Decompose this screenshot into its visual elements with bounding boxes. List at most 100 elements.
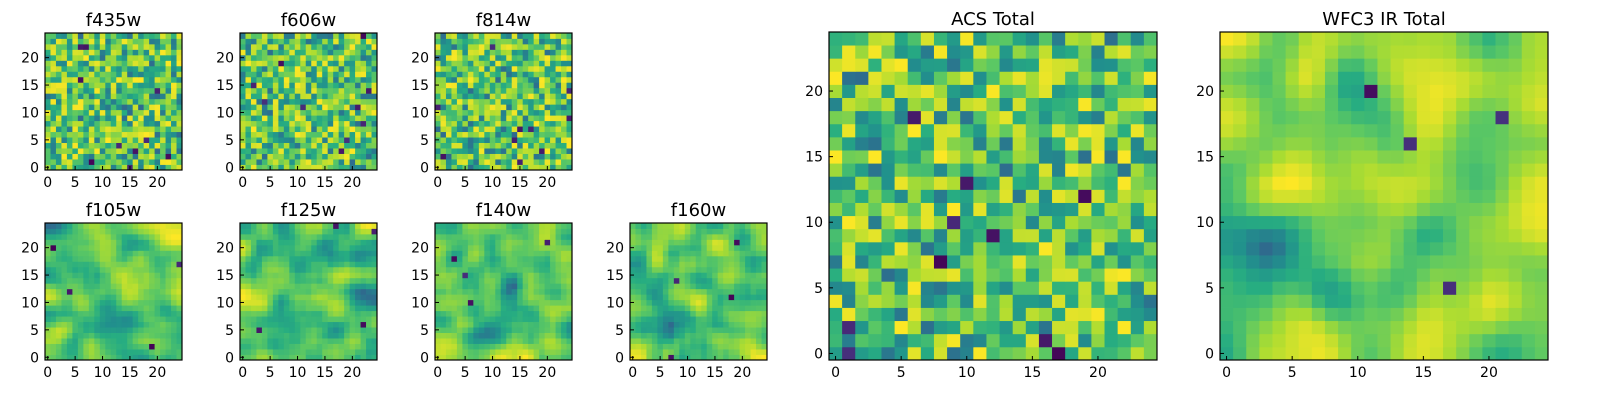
heatmap-cell	[506, 266, 513, 273]
heatmap-cell	[640, 272, 647, 279]
heatmap-cell	[143, 131, 150, 138]
heatmap-cell	[50, 159, 57, 165]
heatmap-cell	[933, 241, 948, 256]
heatmap-cell	[478, 49, 485, 56]
heatmap-cell	[1052, 163, 1066, 177]
heatmap-cell	[986, 346, 1000, 361]
heatmap-cell	[360, 277, 367, 284]
heatmap-cell	[920, 189, 935, 203]
heatmap-cell	[651, 338, 658, 344]
heatmap-cell	[261, 277, 268, 284]
heatmap-cell	[489, 305, 496, 312]
heatmap-cell	[240, 71, 246, 78]
heatmap-cell	[77, 82, 84, 89]
heatmap-cell	[1052, 281, 1066, 295]
x-tick-label: 20	[343, 365, 361, 381]
y-tick-label: 5	[225, 133, 234, 149]
heatmap-cell	[750, 283, 757, 290]
heatmap-cell	[127, 332, 134, 339]
heatmap-cell	[489, 310, 496, 317]
heatmap-cell	[550, 131, 556, 138]
heatmap-cell	[701, 250, 708, 257]
heatmap-cell	[1065, 241, 1079, 256]
heatmap-cell	[484, 223, 491, 229]
heatmap-cell	[933, 215, 948, 230]
heatmap-cell	[327, 115, 334, 122]
heatmap-cell	[539, 244, 545, 251]
heatmap-cell	[116, 283, 123, 290]
heatmap-cell	[635, 250, 642, 257]
heatmap-cell	[366, 228, 372, 235]
heatmap-cell	[176, 239, 183, 246]
heatmap-cell	[662, 321, 669, 328]
heatmap-cell	[311, 343, 318, 350]
heatmap-cell	[511, 283, 518, 290]
heatmap-cell	[72, 153, 79, 160]
heatmap-cell	[489, 332, 496, 339]
heatmap-cell	[88, 272, 95, 279]
heatmap-cell	[327, 343, 334, 350]
heatmap-cell	[261, 244, 268, 251]
heatmap-cell	[311, 148, 318, 154]
heatmap-cell	[690, 332, 697, 339]
heatmap-cell	[668, 283, 675, 290]
heatmap-cell	[360, 60, 367, 67]
heatmap-cell	[272, 233, 279, 240]
heatmap-cell	[110, 43, 117, 50]
heatmap-cell	[561, 153, 567, 160]
heatmap-cell	[171, 33, 177, 39]
heatmap-cell	[322, 338, 329, 344]
heatmap-cell	[294, 60, 301, 67]
heatmap-cell	[842, 136, 856, 151]
heatmap-cell	[50, 294, 57, 301]
heatmap-cell	[110, 223, 117, 229]
heatmap-cell	[1038, 136, 1053, 151]
heatmap-cell	[344, 38, 350, 45]
heatmap-cell	[360, 332, 367, 339]
heatmap-cell	[435, 93, 441, 100]
heatmap-cell	[657, 343, 664, 350]
heatmap-cell	[127, 305, 134, 312]
heatmap-cell	[66, 142, 73, 149]
heatmap-cell	[154, 244, 161, 251]
heatmap-cell	[517, 87, 524, 94]
heatmap-cell	[272, 82, 279, 89]
heatmap-cell	[121, 142, 128, 149]
heatmap-cell	[750, 277, 757, 284]
heatmap-cell	[440, 54, 447, 61]
heatmap-cell	[473, 120, 480, 127]
heatmap-cell	[750, 316, 757, 323]
heatmap-cell	[635, 239, 642, 246]
heatmap-cell	[651, 228, 658, 235]
heatmap-cell	[50, 305, 57, 312]
heatmap-cell	[171, 299, 177, 306]
heatmap-cell	[717, 277, 724, 284]
heatmap-cell	[451, 76, 458, 83]
heatmap-cell	[371, 261, 378, 268]
heatmap-cell	[316, 104, 323, 111]
heatmap-cell	[550, 137, 556, 143]
heatmap-cell	[176, 33, 183, 39]
heatmap-cell	[311, 233, 318, 240]
heatmap-cell	[517, 299, 524, 306]
heatmap-cell	[506, 288, 513, 295]
heatmap-cell	[149, 250, 155, 257]
heatmap-cell	[55, 310, 62, 317]
heatmap-cell	[355, 153, 361, 160]
heatmap-cell	[50, 261, 57, 268]
heatmap-cell	[256, 266, 263, 273]
heatmap-cell	[756, 261, 762, 268]
heatmap-cell	[445, 49, 452, 56]
heatmap-cell	[734, 316, 740, 323]
heatmap-cell	[451, 115, 458, 122]
heatmap-cell	[289, 343, 296, 350]
heatmap-cell	[305, 142, 312, 149]
heatmap-cell	[256, 283, 263, 290]
heatmap-cell	[127, 159, 134, 165]
heatmap-cell	[668, 316, 675, 323]
heatmap-cell	[528, 332, 535, 339]
heatmap-cell	[294, 299, 301, 306]
heatmap-cell	[868, 268, 882, 282]
heatmap-cell	[77, 38, 84, 45]
heatmap-cell	[451, 244, 458, 251]
